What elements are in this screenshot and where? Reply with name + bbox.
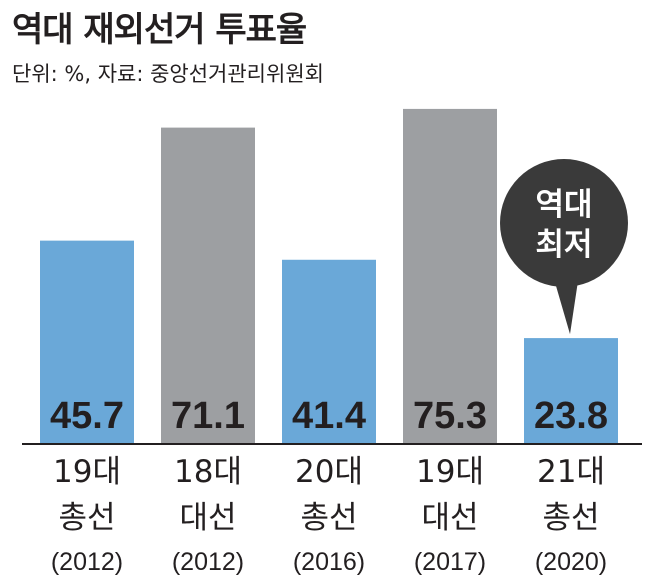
- callout-text-line2: 최저: [535, 227, 592, 263]
- bar-4: [524, 338, 618, 444]
- category-label-line2-0: 총선: [58, 500, 115, 536]
- category-year-1: (2012): [172, 548, 244, 576]
- category-label-line2-4: 총선: [542, 500, 599, 536]
- callout-text-line1: 역대: [535, 187, 592, 223]
- category-label-line2-1: 대선: [179, 500, 236, 536]
- value-label-0: 45.7: [50, 395, 124, 437]
- category-label-line1-1: 18대: [174, 454, 242, 490]
- category-year-0: (2012): [51, 548, 123, 576]
- bar-1: [161, 127, 255, 444]
- chart-title: 역대 재외선거 투표율: [12, 10, 307, 50]
- bar-2: [282, 259, 376, 444]
- category-year-3: (2017): [414, 548, 486, 576]
- bar-0: [40, 240, 134, 444]
- category-label-line1-3: 19대: [416, 454, 484, 490]
- value-label-4: 23.8: [534, 395, 608, 437]
- value-label-2: 41.4: [292, 395, 366, 437]
- callout-pointer: [554, 279, 578, 335]
- chart-subtitle: 단위: %, 자료: 중앙선거관리위원회: [12, 62, 324, 86]
- category-year-2: (2016): [293, 548, 365, 576]
- category-label-line2-2: 총선: [300, 500, 357, 536]
- category-label-line1-0: 19대: [53, 454, 121, 490]
- category-label-line1-4: 21대: [537, 454, 605, 490]
- callout-bubble: [500, 159, 628, 287]
- value-label-1: 71.1: [171, 395, 245, 437]
- value-label-3: 75.3: [413, 395, 487, 437]
- category-year-4: (2020): [535, 548, 607, 576]
- bar-3: [403, 108, 497, 444]
- category-label-line1-2: 20대: [295, 454, 363, 490]
- category-label-line2-3: 대선: [421, 500, 478, 536]
